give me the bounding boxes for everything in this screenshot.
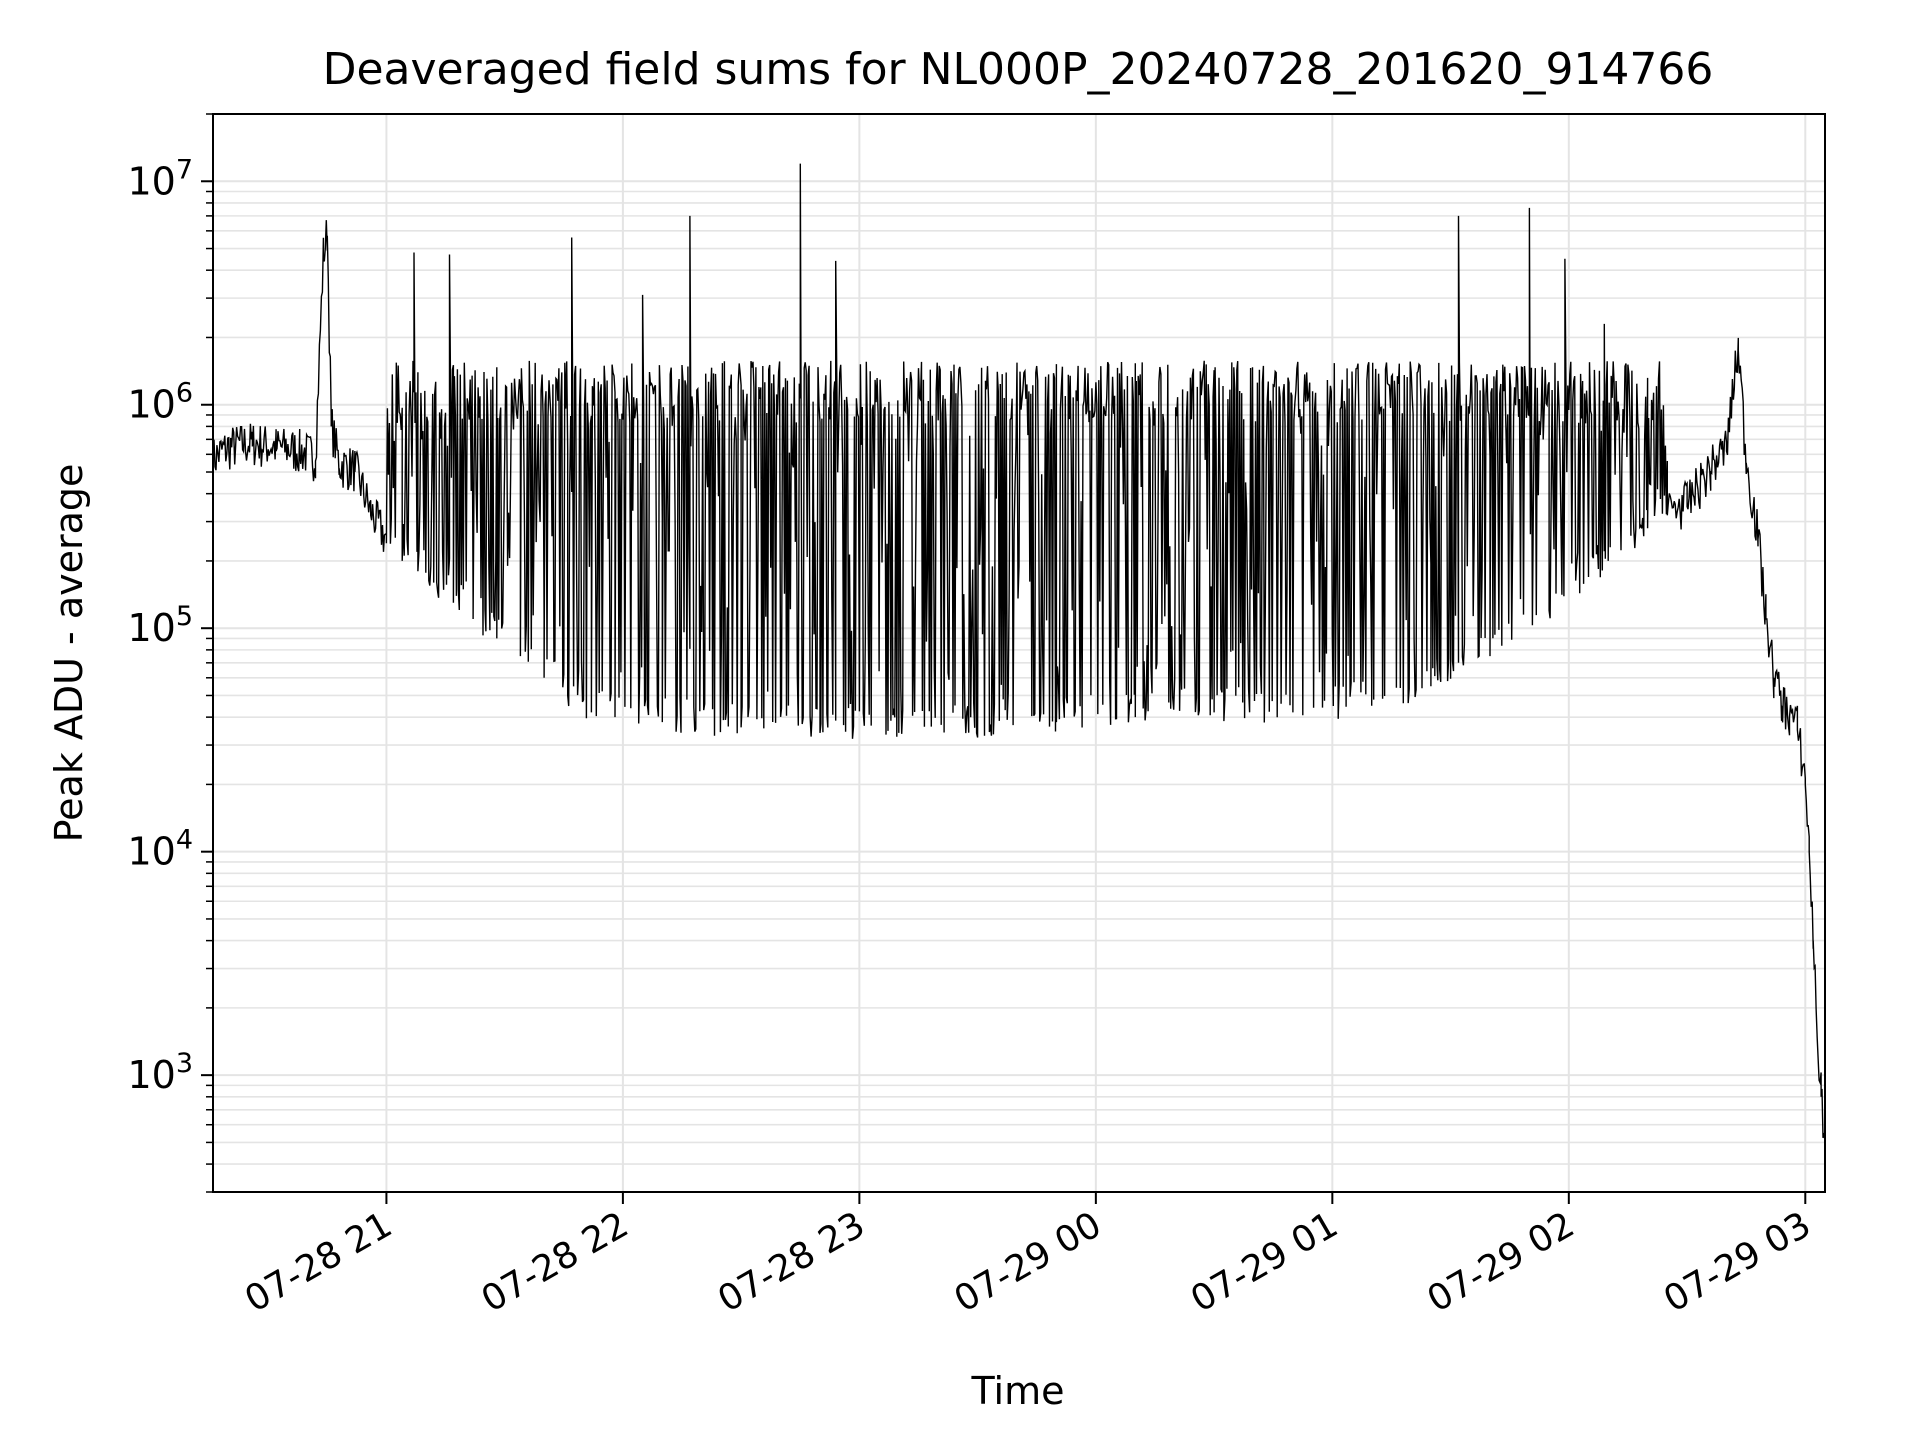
grid (213, 113, 1825, 1193)
y-axis-label: Peak ADU - average (47, 464, 91, 843)
x-axis-label: Time (971, 1369, 1065, 1413)
y-tick-label: 104 (127, 825, 193, 874)
plot-area (212, 163, 1826, 1143)
y-tick-label: 106 (127, 378, 193, 427)
y-tick-label: 103 (127, 1048, 193, 1097)
y-tick-label: 105 (127, 601, 193, 650)
y-tick-label: 107 (127, 154, 193, 203)
y-axis: 103 104 105 106 107 (127, 113, 213, 1193)
plot-frame (212, 113, 1826, 1193)
chart-title: Deaveraged field sums for NL000P_2024072… (323, 44, 1714, 95)
series-line (212, 163, 1826, 1143)
